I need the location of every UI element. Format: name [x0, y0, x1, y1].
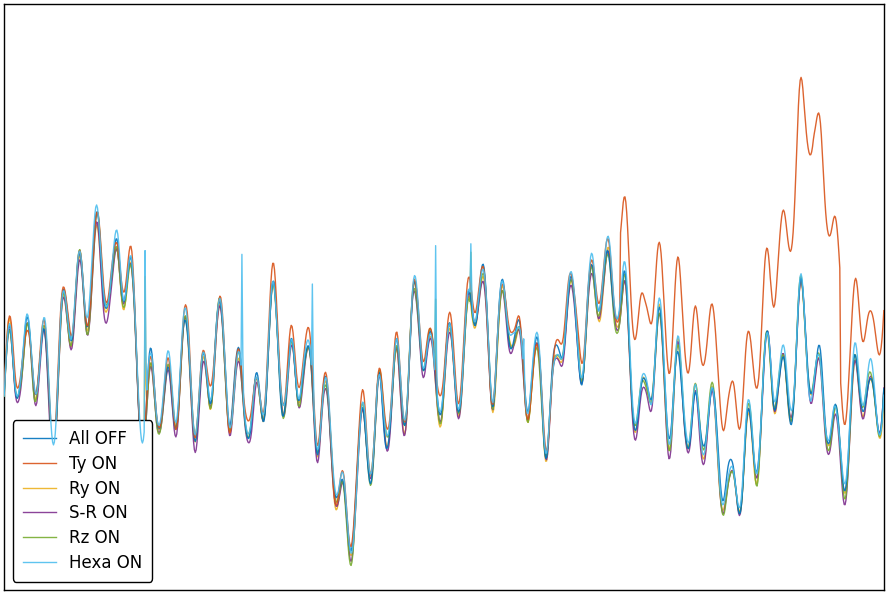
Ty ON	[686, 347, 696, 355]
S-R ON	[702, 425, 713, 432]
All OFF	[91, 208, 102, 216]
All OFF	[686, 419, 697, 426]
Ry ON	[356, 408, 367, 415]
Ry ON	[91, 222, 102, 229]
S-R ON	[89, 245, 99, 252]
Hexa ON	[345, 549, 356, 557]
Hexa ON	[89, 222, 99, 229]
All OFF	[605, 261, 615, 268]
Hexa ON	[388, 366, 399, 374]
Ty ON	[702, 341, 712, 348]
S-R ON	[686, 421, 697, 428]
Rz ON	[0, 393, 10, 400]
Ty ON	[355, 399, 366, 406]
Rz ON	[92, 208, 103, 216]
Line: S-R ON: S-R ON	[4, 222, 884, 561]
Ry ON	[605, 254, 615, 261]
Ry ON	[388, 372, 399, 380]
Ry ON	[89, 246, 99, 253]
Line: Ty ON: Ty ON	[4, 77, 884, 546]
All OFF	[356, 406, 367, 413]
S-R ON	[605, 257, 615, 264]
Ty ON	[89, 238, 99, 245]
Hexa ON	[686, 411, 697, 418]
Line: Ry ON: Ry ON	[4, 225, 884, 555]
Line: Rz ON: Rz ON	[4, 212, 884, 565]
Ty ON	[387, 377, 398, 384]
All OFF	[89, 236, 99, 243]
Hexa ON	[91, 201, 102, 208]
Rz ON	[686, 413, 697, 420]
Ty ON	[796, 74, 806, 81]
Ry ON	[0, 389, 10, 396]
Line: All OFF: All OFF	[4, 212, 884, 551]
Rz ON	[702, 415, 713, 422]
Rz ON	[345, 562, 356, 569]
Hexa ON	[878, 391, 888, 399]
Rz ON	[388, 373, 399, 380]
Ry ON	[686, 411, 697, 418]
Hexa ON	[605, 243, 615, 250]
Ry ON	[345, 552, 356, 559]
S-R ON	[356, 408, 367, 415]
Legend: All OFF, Ty ON, Ry ON, S-R ON, Rz ON, Hexa ON: All OFF, Ty ON, Ry ON, S-R ON, Rz ON, He…	[12, 420, 153, 582]
Rz ON	[878, 387, 888, 394]
All OFF	[345, 547, 356, 554]
Hexa ON	[0, 393, 10, 400]
All OFF	[0, 389, 10, 396]
Ty ON	[0, 385, 10, 392]
Ry ON	[702, 423, 713, 430]
Ty ON	[345, 543, 356, 550]
Ty ON	[878, 307, 888, 314]
Rz ON	[605, 262, 615, 269]
All OFF	[878, 386, 888, 393]
Line: Hexa ON: Hexa ON	[4, 205, 884, 553]
Hexa ON	[356, 403, 367, 410]
Rz ON	[356, 402, 367, 409]
Ty ON	[604, 239, 614, 247]
S-R ON	[0, 391, 10, 398]
S-R ON	[91, 219, 102, 226]
Ry ON	[878, 397, 888, 405]
S-R ON	[388, 374, 399, 381]
S-R ON	[878, 384, 888, 391]
All OFF	[702, 421, 713, 428]
S-R ON	[345, 558, 356, 565]
All OFF	[388, 369, 399, 376]
Hexa ON	[702, 419, 713, 426]
Rz ON	[89, 239, 99, 247]
